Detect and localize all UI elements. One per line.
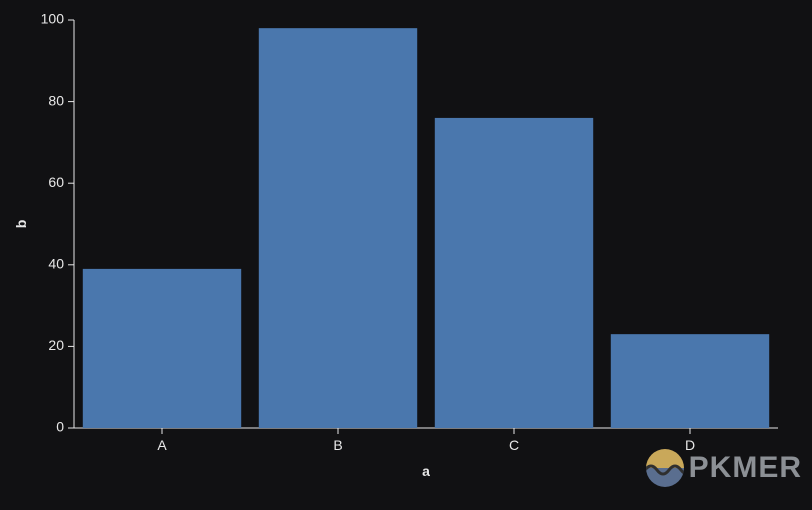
y-tick-label: 20 bbox=[48, 337, 64, 353]
x-axis-title: a bbox=[422, 463, 430, 479]
x-tick-label: C bbox=[509, 437, 519, 453]
y-tick-label: 0 bbox=[56, 419, 64, 435]
y-axis-title: b bbox=[13, 220, 29, 229]
bar bbox=[259, 28, 417, 428]
y-tick-label: 40 bbox=[48, 256, 64, 272]
x-tick-label: A bbox=[157, 437, 167, 453]
y-tick-label: 80 bbox=[48, 92, 64, 108]
bar bbox=[435, 118, 593, 428]
y-tick-label: 60 bbox=[48, 174, 64, 190]
chart-svg: 0 20 40 60 80 100 A B C Da b bbox=[0, 0, 812, 510]
bar-chart: 020406080100ABCDab PKMER bbox=[0, 0, 812, 510]
y-tick-label: 100 bbox=[41, 11, 65, 27]
bar bbox=[83, 269, 241, 428]
bar bbox=[611, 334, 769, 428]
x-tick-label: D bbox=[685, 437, 695, 453]
x-tick-label: B bbox=[333, 437, 342, 453]
